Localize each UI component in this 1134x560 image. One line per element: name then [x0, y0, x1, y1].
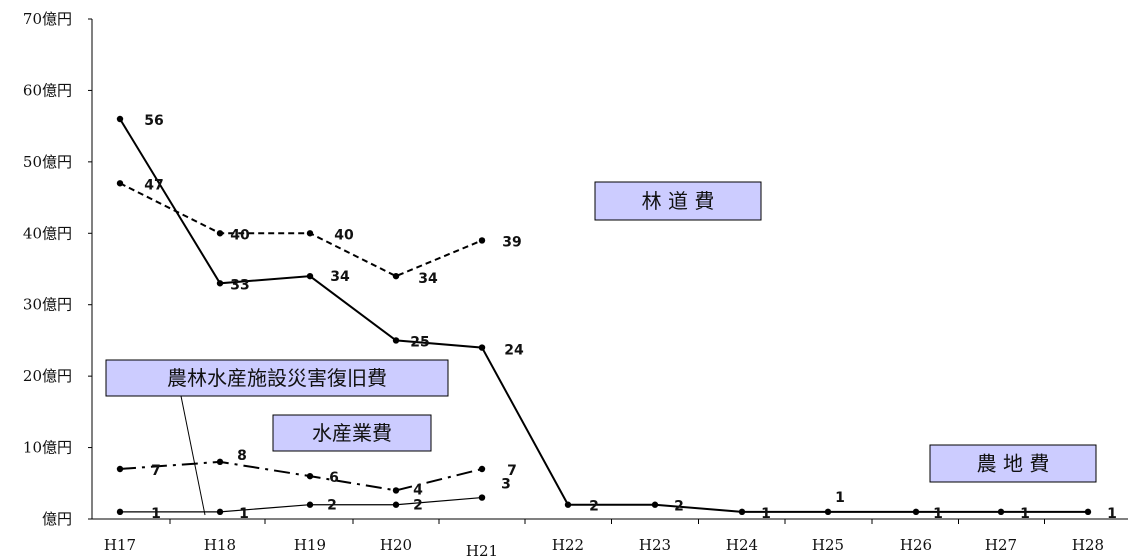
data-point-suisan [392, 487, 400, 494]
y-tick-label: 30億円 [23, 296, 72, 314]
data-point-noji [997, 508, 1005, 516]
x-tick-label: H22 [552, 536, 584, 554]
axes: 億円 10億円 20億円 30億円 40億円 50億円 60億円 70億円 H17 H18 H19 H… [23, 10, 1128, 560]
x-tick-label: H25 [812, 536, 844, 554]
data-label-suisan: 7 [151, 463, 161, 479]
data-label-shisetsu: 2 [327, 498, 337, 514]
annotation-box-bg [272, 414, 432, 452]
x-tick-label: H18 [204, 536, 236, 554]
data-point-shisetsu [478, 494, 486, 501]
data-point-rindo [216, 230, 224, 237]
data-label-noji: 1 [835, 490, 845, 506]
data-point-noji [824, 508, 832, 516]
y-tick-label: 20億円 [23, 367, 72, 385]
data-label-rindo: 40 [230, 227, 250, 243]
data-point-noji [392, 337, 400, 344]
data-label-suisan: 4 [413, 482, 423, 498]
series-line-noji [119, 118, 1088, 513]
data-point-rindo [116, 180, 124, 187]
data-point-noji [1084, 508, 1092, 516]
x-tick-label: H19 [294, 536, 326, 554]
data-label-noji: 2 [589, 499, 599, 515]
data-label-suisan: 6 [329, 470, 339, 486]
annotation-label-shisetsu: 農林水産施設災害復旧費 [167, 366, 387, 390]
x-tick-label: H24 [726, 536, 758, 554]
data-point-rindo [306, 230, 314, 237]
data-label-noji: 34 [330, 269, 350, 285]
annotation-box-bg [105, 359, 449, 397]
x-tick-label: H27 [985, 536, 1017, 554]
data-label-noji: 1 [1020, 506, 1030, 522]
data-point-suisan [216, 458, 224, 466]
data-point-shisetsu [392, 501, 400, 508]
data-label-rindo: 34 [418, 271, 438, 287]
data-point-noji [116, 115, 124, 123]
data-point-noji [216, 280, 224, 287]
data-label-noji: 2 [674, 499, 684, 515]
data-point-noji [564, 501, 572, 508]
data-label-rindo: 40 [334, 227, 354, 243]
data-label-shisetsu: 1 [151, 506, 161, 522]
x-tick-label: H23 [639, 536, 671, 554]
data-label-noji: 1 [761, 506, 771, 522]
data-point-noji [306, 272, 314, 280]
y-tick-label: 億円 [42, 510, 72, 528]
x-tick-label: H20 [380, 536, 412, 554]
data-point-rindo [392, 272, 400, 280]
data-label-noji: 24 [504, 343, 524, 359]
data-label-shisetsu: 2 [413, 498, 423, 514]
leader-line [180, 395, 206, 516]
data-label-noji: 1 [933, 506, 943, 522]
annotation-label-suisan: 水産業費 [312, 421, 392, 445]
data-point-shisetsu [116, 508, 124, 516]
data-label-rindo: 39 [502, 234, 521, 250]
y-tick-label: 10億円 [23, 439, 72, 457]
annotation-box-noji: 農 地 費 [929, 444, 1097, 483]
annotation-label-rindo: 林 道 費 [642, 189, 715, 213]
annotation-box-bg [929, 444, 1097, 483]
data-point-suisan [306, 472, 314, 480]
series-line-suisan [119, 460, 483, 492]
x-tick-label: H28 [1072, 536, 1104, 554]
data-label-shisetsu: 3 [501, 477, 511, 493]
series-line-shisetsu [120, 496, 483, 513]
data-label-noji: 56 [144, 113, 163, 129]
annotation-box-suisan: 水産業費 [272, 414, 432, 452]
annotation-box-rindo: 林 道 費 [594, 181, 762, 221]
x-tick-label: H26 [900, 536, 932, 554]
y-tick-label: 70億円 [23, 10, 72, 28]
x-tick-label: H21 [466, 542, 498, 560]
data-label-suisan: 7 [507, 463, 517, 479]
data-label-noji: 1 [1107, 506, 1117, 522]
x-tick-label: H17 [104, 536, 136, 554]
annotation-box-bg [594, 181, 762, 221]
data-label-noji: 25 [410, 334, 429, 350]
data-point-rindo [478, 237, 486, 244]
data-point-suisan [478, 465, 486, 473]
y-tick-label: 60億円 [23, 81, 72, 99]
y-tick-label: 40億円 [23, 224, 72, 242]
annotation-label-noji: 農 地 費 [977, 452, 1050, 476]
series-lines [116, 115, 1092, 516]
data-point-shisetsu [306, 501, 314, 508]
data-point-noji [738, 508, 746, 516]
data-point-noji [912, 508, 920, 516]
data-point-noji [478, 344, 486, 351]
data-point-noji [651, 501, 659, 508]
data-point-shisetsu [216, 508, 224, 516]
data-label-suisan: 8 [237, 448, 247, 464]
annotation-box-shisetsu: 農林水産施設災害復旧費 [105, 359, 449, 397]
series-line-rindo [119, 182, 483, 278]
y-tick-label: 50億円 [23, 153, 72, 171]
data-label-noji: 33 [230, 277, 249, 293]
data-point-suisan [116, 465, 124, 473]
data-label-shisetsu: 1 [239, 506, 249, 522]
data-label-rindo: 47 [144, 177, 163, 193]
